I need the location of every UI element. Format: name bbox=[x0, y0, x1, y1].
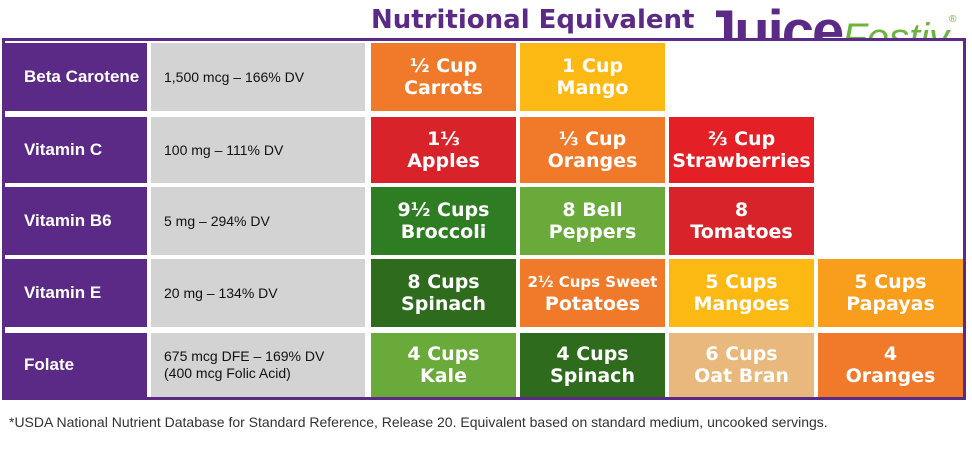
nutrient-label: Vitamin E bbox=[5, 259, 147, 327]
equivalent-food: Strawberries bbox=[672, 150, 811, 172]
equivalent-food: Mango bbox=[556, 77, 629, 99]
nutrient-label: Beta Carotene bbox=[5, 43, 147, 111]
equivalent-food: Spinach bbox=[550, 365, 635, 387]
equivalent-food: Papayas bbox=[846, 293, 935, 315]
equivalent-quantity: 1 Cup bbox=[562, 55, 623, 77]
food-equivalent-cell: ⅔ Cup Strawberries bbox=[669, 117, 814, 183]
food-equivalent-cell: ⅓ Cup Oranges bbox=[520, 117, 665, 183]
food-equivalent-cell: 8 Bell Peppers bbox=[520, 187, 665, 255]
food-equivalent-cell: 8 Cups Spinach bbox=[371, 259, 516, 327]
nutrient-label: Vitamin B6 bbox=[5, 187, 147, 255]
equivalent-food: Tomatoes bbox=[690, 221, 793, 243]
equivalent-quantity: 1⅓ bbox=[427, 128, 460, 150]
equivalent-food: Spinach bbox=[401, 293, 486, 315]
equivalent-quantity: 5 Cups bbox=[854, 271, 927, 293]
equivalent-quantity: 9½ Cups bbox=[397, 199, 490, 221]
equivalent-quantity: 8 Cups bbox=[407, 271, 480, 293]
equivalent-food: Potatoes bbox=[544, 293, 641, 315]
equivalent-food: Apples bbox=[407, 150, 480, 172]
equivalent-food: Peppers bbox=[548, 221, 637, 243]
nutrient-label: Folate bbox=[5, 333, 147, 397]
equivalent-food: Oranges bbox=[547, 150, 638, 172]
food-equivalent-cell: 1⅓ Apples bbox=[371, 117, 516, 183]
equivalent-quantity: 4 Cups bbox=[407, 343, 480, 365]
food-equivalent-cell: 4 Cups Kale bbox=[371, 333, 516, 397]
equivalent-food: Mangoes bbox=[693, 293, 790, 315]
equivalent-quantity: 4 bbox=[883, 343, 898, 365]
equivalent-quantity: 5 Cups bbox=[705, 271, 778, 293]
equivalent-quantity: 6 Cups bbox=[705, 343, 778, 365]
nutrient-amount: 20 mg – 134% DV bbox=[151, 259, 365, 327]
equivalent-food: Oat Bran bbox=[694, 365, 789, 387]
equivalent-food: Broccoli bbox=[400, 221, 487, 243]
equivalent-food: Carrots bbox=[404, 77, 483, 99]
food-equivalent-cell: ½ Cup Carrots bbox=[371, 43, 516, 111]
nutrient-amount: 675 mcg DFE – 169% DV (400 mcg Folic Aci… bbox=[151, 333, 365, 397]
registered-mark: ® bbox=[949, 14, 957, 25]
food-equivalent-cell: 5 Cups Papayas bbox=[818, 259, 963, 327]
food-equivalent-cell: 9½ Cups Broccoli bbox=[371, 187, 516, 255]
equivalent-quantity: 2½ Cups Sweet bbox=[527, 273, 658, 291]
nutrient-amount: 5 mg – 294% DV bbox=[151, 187, 365, 255]
food-equivalent-cell: 4 Oranges bbox=[818, 333, 963, 397]
food-equivalent-cell: 8 Tomatoes bbox=[669, 187, 814, 255]
nutrient-amount: 1,500 mcg – 166% DV bbox=[151, 43, 365, 111]
equivalent-food: Kale bbox=[420, 365, 467, 387]
food-equivalent-cell: 6 Cups Oat Bran bbox=[669, 333, 814, 397]
equivalent-quantity: 8 Bell bbox=[562, 199, 623, 221]
equivalent-food: Oranges bbox=[845, 365, 936, 387]
food-equivalent-cell: 2½ Cups Sweet Potatoes bbox=[520, 259, 665, 327]
footnote: *USDA National Nutrient Database for Sta… bbox=[9, 414, 828, 430]
equivalent-quantity: ⅓ Cup bbox=[558, 128, 627, 150]
page-title: Nutritional Equivalent bbox=[371, 5, 695, 35]
equivalent-quantity: 8 bbox=[734, 199, 749, 221]
equivalent-quantity: 4 Cups bbox=[556, 343, 629, 365]
food-equivalent-cell: 5 Cups Mangoes bbox=[669, 259, 814, 327]
nutrient-label: Vitamin C bbox=[5, 117, 147, 183]
food-equivalent-cell: 1 Cup Mango bbox=[520, 43, 665, 111]
equivalent-quantity: ½ Cup bbox=[409, 55, 478, 77]
equivalent-quantity: ⅔ Cup bbox=[707, 128, 776, 150]
nutrient-amount: 100 mg – 111% DV bbox=[151, 117, 365, 183]
food-equivalent-cell: 4 Cups Spinach bbox=[520, 333, 665, 397]
